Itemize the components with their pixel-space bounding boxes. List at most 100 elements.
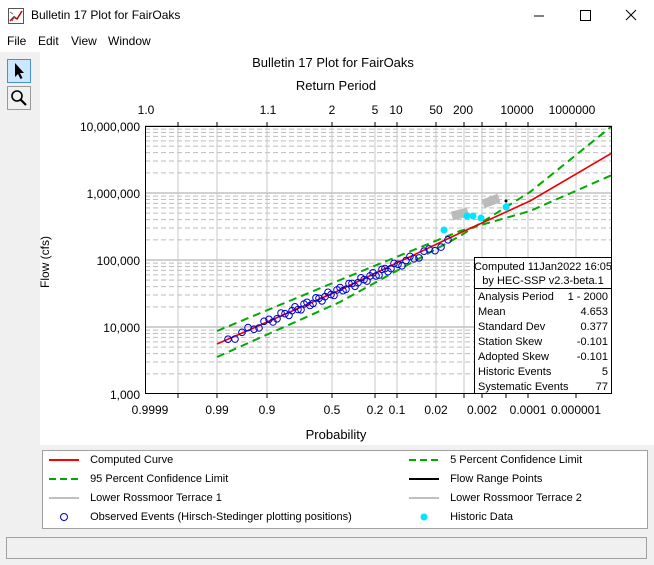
stats-value: 1 - 2000 bbox=[568, 291, 608, 303]
plot-grid bbox=[145, 122, 612, 398]
prob-tick: 0.000001 bbox=[551, 403, 601, 417]
stats-value: 77 bbox=[596, 381, 608, 393]
observed-event-point bbox=[431, 246, 439, 255]
legend-historic-data: Historic Data bbox=[407, 511, 513, 523]
minimize-icon bbox=[534, 15, 544, 17]
legend-computed-curve: Computed Curve bbox=[47, 454, 173, 466]
stats-label: Systematic Events bbox=[478, 381, 569, 393]
observed-event-point bbox=[394, 260, 402, 269]
stats-label: Standard Dev bbox=[478, 321, 546, 333]
return-period-tick-labels: 1.0 1.1 2 5 10 50 200 10000 1000000 bbox=[138, 103, 596, 117]
menu-edit[interactable]: Edit bbox=[38, 34, 59, 48]
observed-event-point bbox=[410, 255, 418, 263]
observed-event-point bbox=[390, 259, 398, 268]
rp-tick: 200 bbox=[453, 103, 473, 117]
observed-event-point bbox=[437, 243, 445, 251]
observed-event-point bbox=[375, 271, 383, 279]
observed-event-point bbox=[406, 252, 414, 261]
observed-event-point bbox=[444, 236, 452, 244]
plot-panel[interactable]: Bulletin 17 Plot for FairOaks Return Per… bbox=[38, 52, 654, 445]
historic-data bbox=[440, 203, 510, 234]
observed-event-point bbox=[297, 305, 305, 314]
flow-range-point bbox=[504, 199, 508, 203]
observed-event-point bbox=[312, 294, 320, 302]
statistics-box: Computed 11Jan2022 16:05 by HEC-SSP v2.3… bbox=[474, 257, 612, 394]
prob-tick: 0.002 bbox=[467, 403, 497, 417]
prob-tick: 0.5 bbox=[324, 403, 341, 417]
legend-swatch-circle-icon bbox=[60, 513, 68, 522]
prob-tick: 0.1 bbox=[389, 403, 406, 417]
prob-tick: 0.9999 bbox=[132, 403, 169, 417]
stats-value: -0.101 bbox=[577, 336, 608, 348]
y-tick-10k: 10,000 bbox=[103, 321, 140, 335]
frequency-plot: Bulletin 17 Plot for FairOaks Return Per… bbox=[38, 55, 612, 442]
y-tick-1m: 1,000,000 bbox=[87, 187, 141, 201]
stats-label: Station Skew bbox=[478, 336, 542, 348]
stats-label: Mean bbox=[478, 306, 506, 318]
stats-label: Analysis Period bbox=[478, 291, 554, 303]
observed-event-point bbox=[273, 315, 281, 323]
observed-event-point bbox=[402, 256, 410, 265]
legend-label: Lower Rossmoor Terrace 2 bbox=[450, 492, 582, 504]
legend-95-percent-limit: 95 Percent Confidence Limit bbox=[47, 473, 228, 485]
stats-value: 5 bbox=[602, 366, 608, 378]
stats-label: Adopted Skew bbox=[478, 351, 549, 363]
legend-terrace-2: Lower Rossmoor Terrace 2 bbox=[407, 492, 582, 504]
stats-value: -0.101 bbox=[577, 351, 608, 363]
legend-label: Flow Range Points bbox=[450, 473, 543, 485]
terrace-1-marker bbox=[450, 207, 470, 221]
observed-event-point bbox=[250, 325, 258, 334]
window-title-bar: Bulletin 17 Plot for FairOaks bbox=[0, 0, 654, 31]
legend-swatch-gray-line-icon bbox=[409, 497, 439, 500]
y-tick-1k: 1,000 bbox=[110, 388, 140, 402]
observed-events bbox=[224, 236, 452, 344]
legend-panel: Computed Curve 5 Percent Confidence Limi… bbox=[42, 450, 648, 529]
pointer-tool-button[interactable] bbox=[7, 59, 31, 83]
legend-label: 5 Percent Confidence Limit bbox=[450, 454, 583, 466]
rp-tick: 10 bbox=[389, 103, 403, 117]
flow-axis-label: Flow (cfs) bbox=[40, 236, 52, 288]
observed-event-point bbox=[255, 324, 263, 332]
prob-tick: 0.2 bbox=[367, 403, 384, 417]
stats-label: Historic Events bbox=[478, 366, 552, 378]
legend-swatch-dashed-green-icon bbox=[409, 459, 439, 462]
minimize-button[interactable] bbox=[516, 0, 562, 31]
status-bar bbox=[6, 537, 647, 559]
observed-event-point bbox=[345, 279, 353, 288]
menu-view[interactable]: View bbox=[71, 34, 97, 48]
prob-tick: 0.9 bbox=[259, 403, 276, 417]
y-tick-labels: 10,000,000 1,000,000 100,000 10,000 1,00… bbox=[80, 120, 140, 402]
probability-axis-label: Probability bbox=[306, 427, 367, 442]
menu-bar: File Edit View Window bbox=[0, 31, 654, 52]
observed-event-point bbox=[294, 305, 302, 314]
legend-observed-events: Observed Events (Hirsch-Stedinger plotti… bbox=[47, 511, 352, 523]
legend-5-percent-limit: 5 Percent Confidence Limit bbox=[407, 454, 582, 466]
menu-file[interactable]: File bbox=[7, 34, 27, 48]
observed-event-point bbox=[265, 315, 273, 324]
observed-event-point bbox=[398, 262, 406, 270]
zoom-tool-button[interactable] bbox=[7, 86, 31, 110]
observed-event-point bbox=[415, 254, 423, 262]
prob-tick: 0.0001 bbox=[510, 403, 547, 417]
maximize-icon bbox=[580, 10, 591, 21]
legend-swatch-computed-curve-icon bbox=[49, 459, 79, 462]
prob-tick: 0.02 bbox=[424, 403, 448, 417]
terrace-2-marker bbox=[481, 193, 501, 209]
observed-event-point bbox=[327, 290, 335, 299]
legend-flow-range-points: Flow Range Points bbox=[407, 473, 542, 485]
stats-header-computed: Computed 11Jan2022 16:05 bbox=[474, 261, 612, 273]
return-period-axis-label: Return Period bbox=[296, 78, 376, 93]
rp-tick: 1.1 bbox=[260, 103, 277, 117]
legend-label: Lower Rossmoor Terrace 1 bbox=[90, 492, 222, 504]
app-chart-icon bbox=[8, 8, 24, 24]
legend-label: Historic Data bbox=[450, 511, 514, 523]
rp-tick: 1.0 bbox=[138, 103, 155, 117]
observed-event-point bbox=[372, 272, 380, 280]
magnifier-icon bbox=[11, 90, 27, 106]
observed-event-point bbox=[238, 328, 246, 337]
close-button[interactable] bbox=[608, 0, 654, 31]
maximize-button[interactable] bbox=[562, 0, 608, 31]
lower-confidence-curve bbox=[216, 174, 612, 332]
observed-event-point bbox=[231, 335, 239, 343]
menu-window[interactable]: Window bbox=[108, 34, 151, 48]
